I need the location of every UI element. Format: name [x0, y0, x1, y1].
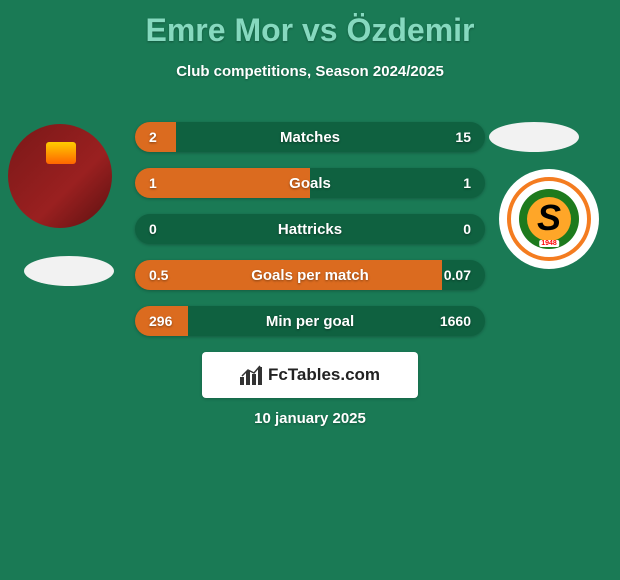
stats-list: 2 Matches 15 1 Goals 1 0 Hattricks 0 0.5 Goals per…	[135, 122, 485, 352]
stat-row: 296 Min per goal 1660	[135, 306, 485, 336]
stat-value-left: 2	[149, 129, 189, 145]
alanyaspor-logo: S 1948	[507, 177, 591, 261]
stat-row: 2 Matches 15	[135, 122, 485, 152]
comparison-card: Emre Mor vs Özdemir Club competitions, S…	[0, 0, 620, 580]
stat-value-right: 15	[431, 129, 471, 145]
player1-flag	[24, 256, 114, 286]
player1-jersey-crest	[46, 142, 76, 164]
stat-label: Goals per match	[251, 267, 369, 284]
branding-text: FcTables.com	[268, 365, 380, 385]
player1-jersey	[8, 124, 112, 228]
club-founding-year: 1948	[539, 240, 559, 247]
player2-club-badge: S 1948	[499, 169, 599, 269]
stat-value-right: 1	[431, 175, 471, 191]
chart-icon	[240, 365, 262, 385]
stat-value-right: 1660	[431, 313, 471, 329]
stat-row: 0 Hattricks 0	[135, 214, 485, 244]
stat-label: Hattricks	[278, 221, 342, 238]
branding-badge: FcTables.com	[202, 352, 418, 398]
stat-value-right: 0	[431, 221, 471, 237]
page-title: Emre Mor vs Özdemir	[0, 0, 620, 49]
player1-avatar	[8, 124, 112, 228]
stat-value-left: 0.5	[149, 267, 189, 283]
stat-value-left: 1	[149, 175, 189, 191]
stat-row: 1 Goals 1	[135, 168, 485, 198]
stat-label: Min per goal	[266, 313, 354, 330]
stat-label: Matches	[280, 129, 340, 146]
stat-value-left: 296	[149, 313, 189, 329]
subtitle: Club competitions, Season 2024/2025	[0, 63, 620, 80]
stat-value-left: 0	[149, 221, 189, 237]
player2-flag	[489, 122, 579, 152]
stat-row: 0.5 Goals per match 0.07	[135, 260, 485, 290]
stat-label: Goals	[289, 175, 331, 192]
generation-date: 10 january 2025	[254, 410, 366, 427]
stat-value-right: 0.07	[431, 267, 471, 283]
